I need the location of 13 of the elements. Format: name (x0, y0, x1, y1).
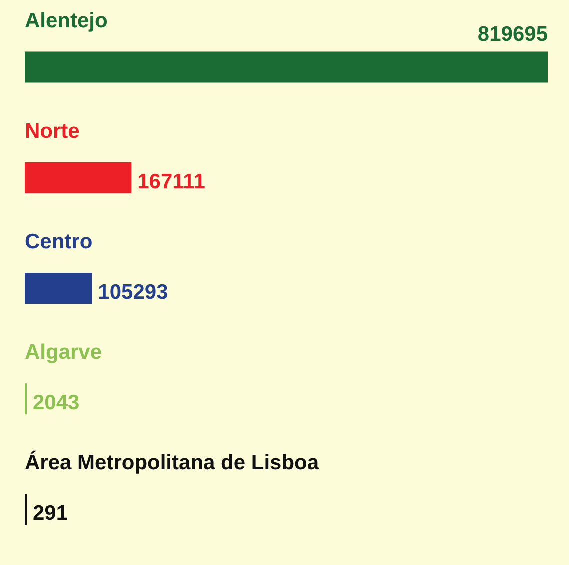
data-label: 2043 (33, 392, 80, 415)
y-tick-label: Centro (25, 230, 93, 254)
y-tick-label: Área Metropolitana de Lisboa (25, 450, 320, 475)
y-tick-label: Norte (25, 120, 80, 143)
y-tick-label: Alentejo (25, 9, 108, 32)
data-label: 167111 (138, 170, 206, 194)
data-label: 105293 (98, 281, 168, 304)
data-label: 819695 (478, 22, 548, 46)
bar (25, 52, 548, 83)
data-label: 291 (33, 502, 68, 526)
bar (25, 162, 132, 194)
y-tick-label: Algarve (25, 341, 102, 364)
bar (25, 273, 92, 304)
